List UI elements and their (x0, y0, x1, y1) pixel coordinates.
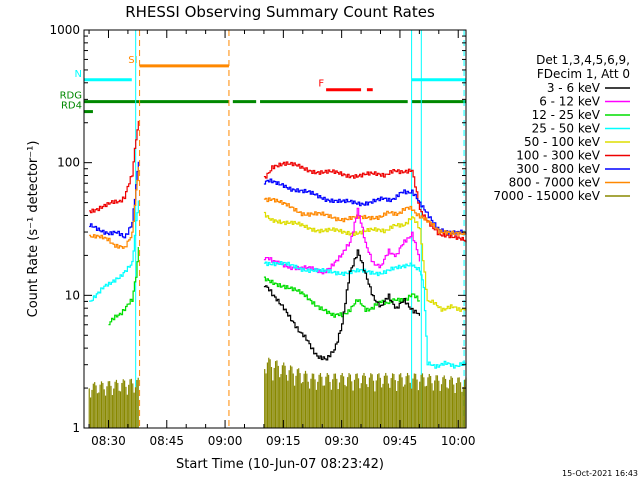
flag-vertical-lines (135, 30, 465, 428)
series-line (89, 120, 467, 243)
legend-header: Det 1,3,4,5,6,9, (536, 53, 630, 67)
legend-label: 3 - 6 keV (547, 81, 601, 95)
x-tick-label: 10:00 (441, 434, 476, 448)
y-tick-label: 1 (72, 421, 80, 435)
legend-header: FDecim 1, Att 0 (537, 67, 630, 81)
series-line (89, 200, 467, 369)
count-rate-series (89, 120, 467, 369)
legend-label: 7000 - 15000 keV (493, 189, 600, 203)
legend-label: 300 - 800 keV (516, 162, 600, 176)
plot-frame (83, 29, 467, 429)
x-tick-label: 09:00 (208, 434, 243, 448)
flag-label: N (75, 69, 82, 80)
flag-label: SI (128, 55, 137, 66)
noise-band (88, 357, 467, 428)
x-tick-label: 09:30 (324, 434, 359, 448)
x-tick-label: 08:30 (91, 434, 126, 448)
series-line (263, 207, 420, 275)
x-tick-label: 09:15 (266, 434, 301, 448)
legend-label: 800 - 7000 keV (509, 176, 601, 190)
y-tick-label: 1000 (49, 23, 80, 37)
x-axis-ticks: 08:30 08:45 09:00 09:15 09:30 09:45 10:00 (88, 30, 476, 448)
x-tick-label: 09:45 (383, 434, 418, 448)
series-line (263, 249, 420, 361)
x-tick-label: 08:45 (149, 434, 184, 448)
legend-label: 12 - 25 keV (532, 108, 601, 122)
y-tick-label: 100 (57, 156, 80, 170)
y-axis-label: Count Rate (s⁻¹ detector⁻¹) (26, 141, 41, 318)
timestamp: 15-Oct-2021 16:43 (562, 469, 638, 478)
legend-label: 25 - 50 keV (532, 122, 601, 136)
energy-band-legend: Det 1,3,4,5,6,9,FDecim 1, Att 03 - 6 keV… (493, 53, 630, 203)
flag-label: RD4 (61, 101, 82, 112)
flag-label: F (318, 79, 324, 90)
flag-label: RDG (60, 91, 82, 102)
x-axis-label: Start Time (10-Jun-07 08:23:42) (176, 457, 384, 472)
chart-title: RHESSI Observing Summary Count Rates (125, 3, 435, 21)
y-tick-label: 10 (65, 288, 80, 302)
legend-label: 50 - 100 keV (524, 135, 601, 149)
y-axis-ticks: 1 10 100 1000 (49, 23, 466, 435)
series-line (89, 166, 467, 249)
legend-label: 100 - 300 keV (516, 149, 600, 163)
series-line (108, 247, 420, 326)
legend-label: 6 - 12 keV (539, 95, 601, 109)
